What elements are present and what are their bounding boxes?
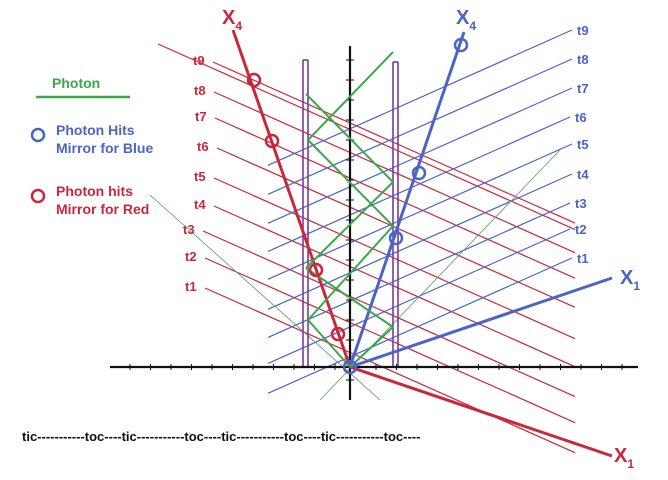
- origin-hit-marker: [342, 359, 358, 375]
- blue-time-label-t2: t2: [575, 222, 587, 237]
- red-time-label-t2: t2: [185, 249, 197, 264]
- blue-time-line-1: [267, 257, 573, 394]
- blue-hit-marker-3: [453, 37, 469, 53]
- red-hit-marker-3: [264, 133, 280, 149]
- red-time-label-t3: t3: [183, 222, 195, 237]
- photon-path: [305, 51, 394, 368]
- blue-time-label-t5: t5: [577, 137, 589, 152]
- blue-simultaneity-lines: [267, 29, 573, 394]
- red-time-label-t1: t1: [185, 279, 197, 294]
- photon-segment-b-4: [307, 51, 394, 141]
- blue-time-line-7: [267, 87, 573, 224]
- red-time-labels: t1 t2 t3 t4 t5 t6 t7 t8 t9: [183, 53, 209, 294]
- red-time-label-t4: t4: [194, 197, 206, 212]
- red-time-line-9: [212, 61, 576, 224]
- rest-axes: [110, 46, 638, 400]
- red-time-line-8: [213, 91, 576, 254]
- red-x1-axis: [349, 365, 613, 458]
- moving-frame-axes: [231, 29, 613, 458]
- red-hit-marker-4: [246, 72, 262, 88]
- blue-time-label-t7: t7: [577, 81, 589, 96]
- legend-red-hit-line2: Mirror for Red: [56, 201, 149, 217]
- legend: Photon Photon Hits Mirror for Blue Photo…: [30, 75, 153, 217]
- red-x4-axis: [231, 29, 352, 368]
- blue-hit-marker-2: [411, 165, 427, 181]
- blue-time-line-3: [267, 202, 571, 338]
- red-time-label-t5: t5: [194, 169, 206, 184]
- legend-red-hit-marker: [30, 188, 46, 204]
- blue-time-line-8: [267, 58, 573, 195]
- red-time-label-t7: t7: [195, 109, 207, 124]
- photon-segment-b-1: [307, 319, 351, 368]
- photon-segment-b-3: [307, 139, 394, 227]
- blue-x1-axis: [349, 276, 613, 369]
- blue-time-label-t9: t9: [577, 23, 589, 38]
- red-time-label-t6: t6: [197, 139, 209, 154]
- photon-segment-b-2: [307, 225, 394, 321]
- legend-photon-label: Photon: [52, 75, 100, 91]
- legend-blue-hit-line2: Mirror for Blue: [56, 140, 153, 156]
- photon-segment-a-2: [305, 267, 394, 328]
- red-hit-marker-2: [308, 262, 324, 278]
- light-cone-left: [149, 194, 381, 401]
- red-time-line-3: [202, 230, 576, 398]
- red-time-line-extra: [157, 43, 576, 231]
- red-time-line-4: [213, 205, 576, 368]
- tic-toc-timeline: tic-----------toc----tic-----------toc--…: [22, 429, 420, 444]
- legend-red-hit-line1: Photon hits: [56, 183, 133, 199]
- photon-segment-a-4: [305, 93, 394, 183]
- blue-time-label-t1: t1: [577, 251, 589, 266]
- blue-time-labels: t1 t2 t3 t4 t5 t6 t7 t8 t9: [575, 23, 589, 266]
- red-x4-axis-label: X4: [222, 7, 242, 33]
- blue-time-line-9: [267, 29, 573, 166]
- red-time-line-7: [214, 117, 576, 279]
- blue-x1-axis-label: X1: [620, 267, 640, 293]
- blue-time-line-6: [267, 116, 571, 252]
- red-time-line-1: [204, 287, 576, 454]
- blue-time-label-t3: t3: [575, 196, 587, 211]
- blue-hit-marker-1: [388, 230, 404, 246]
- mirrors: [302, 59, 399, 368]
- legend-blue-hit-marker: [30, 127, 46, 143]
- red-hit-marker-1: [330, 326, 346, 342]
- legend-blue-hit-line1: Photon Hits: [56, 122, 135, 138]
- blue-x4-axis-label: X4: [456, 7, 476, 33]
- red-x1-axis-label: X1: [614, 445, 634, 471]
- red-simultaneity-lines: [157, 43, 576, 454]
- blue-time-line-4: [267, 173, 573, 310]
- blue-time-label-t8: t8: [577, 52, 589, 67]
- blue-time-line-2: [267, 228, 571, 364]
- red-time-label-t8: t8: [194, 83, 206, 98]
- mirror-hit-markers: [246, 37, 469, 375]
- blue-time-label-t4: t4: [577, 167, 589, 182]
- red-time-line-5: [213, 177, 576, 340]
- red-time-label-t9: t9: [193, 53, 205, 68]
- red-time-line-2: [204, 257, 576, 424]
- photon-segment-a-1: [349, 326, 394, 368]
- blue-time-label-t6: t6: [575, 110, 587, 125]
- photon-segment-a-3: [305, 181, 394, 269]
